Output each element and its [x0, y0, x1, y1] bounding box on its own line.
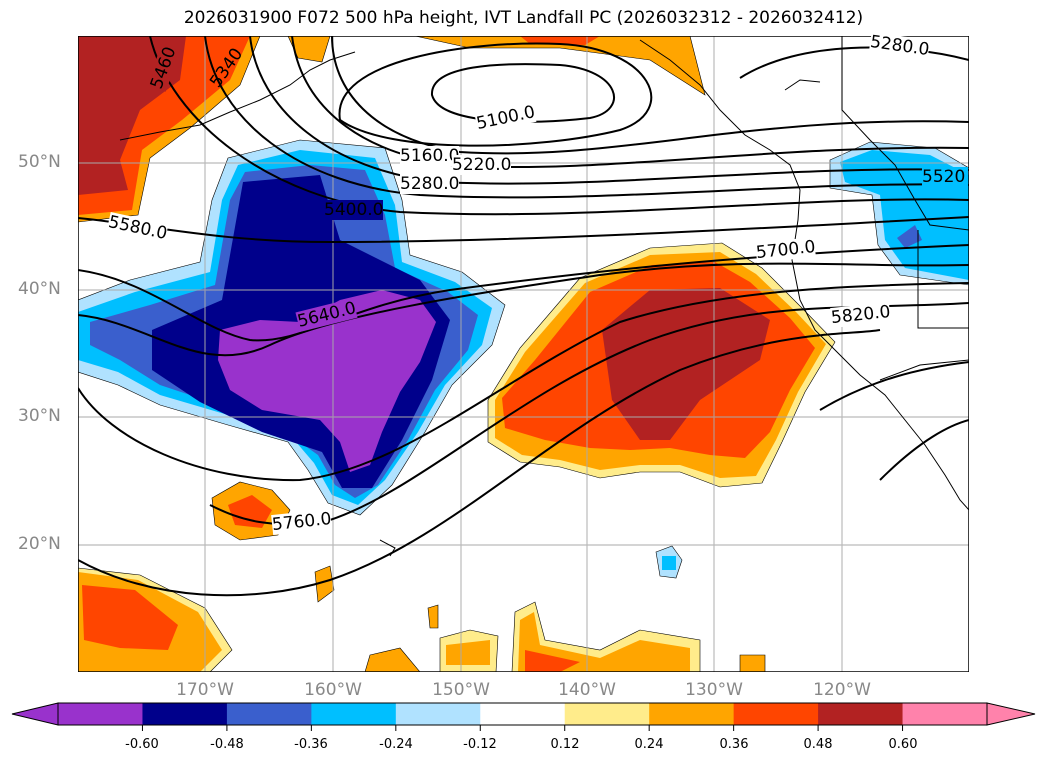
colorbar-tick-label: -0.12: [463, 737, 497, 752]
colorbar-tick-label: 0.24: [634, 737, 664, 752]
lat-label: 20°N: [18, 534, 61, 554]
colorbar-extend-min: [11, 702, 59, 726]
lon-label: 150°W: [432, 680, 490, 700]
colorbar-tick-label: 0.12: [550, 737, 580, 752]
lon-label: 120°W: [813, 680, 871, 700]
colorbar-segment: [311, 703, 397, 725]
colorbar-tick-label: 0.36: [719, 737, 749, 752]
lon-label: 130°W: [685, 680, 743, 700]
positive-ivt-region: [78, 36, 836, 672]
colorbar-segment: [480, 703, 566, 725]
contour-label: 5220.0: [452, 155, 512, 175]
colorbar-segment: [58, 703, 143, 725]
lat-label: 50°N: [18, 152, 61, 172]
colorbar-segment: [564, 703, 650, 725]
colorbar-segment: [142, 703, 228, 725]
coastlines: [119, 36, 969, 557]
lon-label: 160°W: [304, 680, 362, 700]
gridlines: [78, 36, 969, 672]
colorbar-segment: [733, 703, 819, 725]
contour-label: 5280.0: [400, 174, 460, 194]
lat-label: 40°N: [18, 279, 61, 299]
colorbar-extend-max: [986, 702, 1036, 726]
colorbar-segment: [902, 703, 988, 725]
map-plot-area: [78, 36, 969, 672]
colorbar-tick-label: -0.36: [294, 737, 328, 752]
lon-label: 140°W: [558, 680, 616, 700]
lon-label: 170°W: [176, 680, 234, 700]
colorbar: [11, 702, 1036, 731]
colorbar-segment: [395, 703, 481, 725]
contour-label: 5160.0: [400, 146, 460, 166]
colorbar-tick-label: -0.60: [125, 737, 159, 752]
colorbar-segment: [649, 703, 735, 725]
colorbar-tick-label: -0.24: [379, 737, 413, 752]
colorbar-segment: [818, 703, 904, 725]
colorbar-tick-label: 0.48: [803, 737, 833, 752]
lat-label: 30°N: [18, 406, 61, 426]
contour-label: 5400.0: [324, 200, 384, 220]
map-title: 2026031900 F072 500 hPa height, IVT Land…: [183, 8, 864, 28]
colorbar-tick-label: -0.48: [210, 737, 244, 752]
colorbar-tick-label: 0.60: [888, 737, 918, 752]
colorbar-segment: [226, 703, 312, 725]
contour-label: 5520: [922, 167, 968, 187]
